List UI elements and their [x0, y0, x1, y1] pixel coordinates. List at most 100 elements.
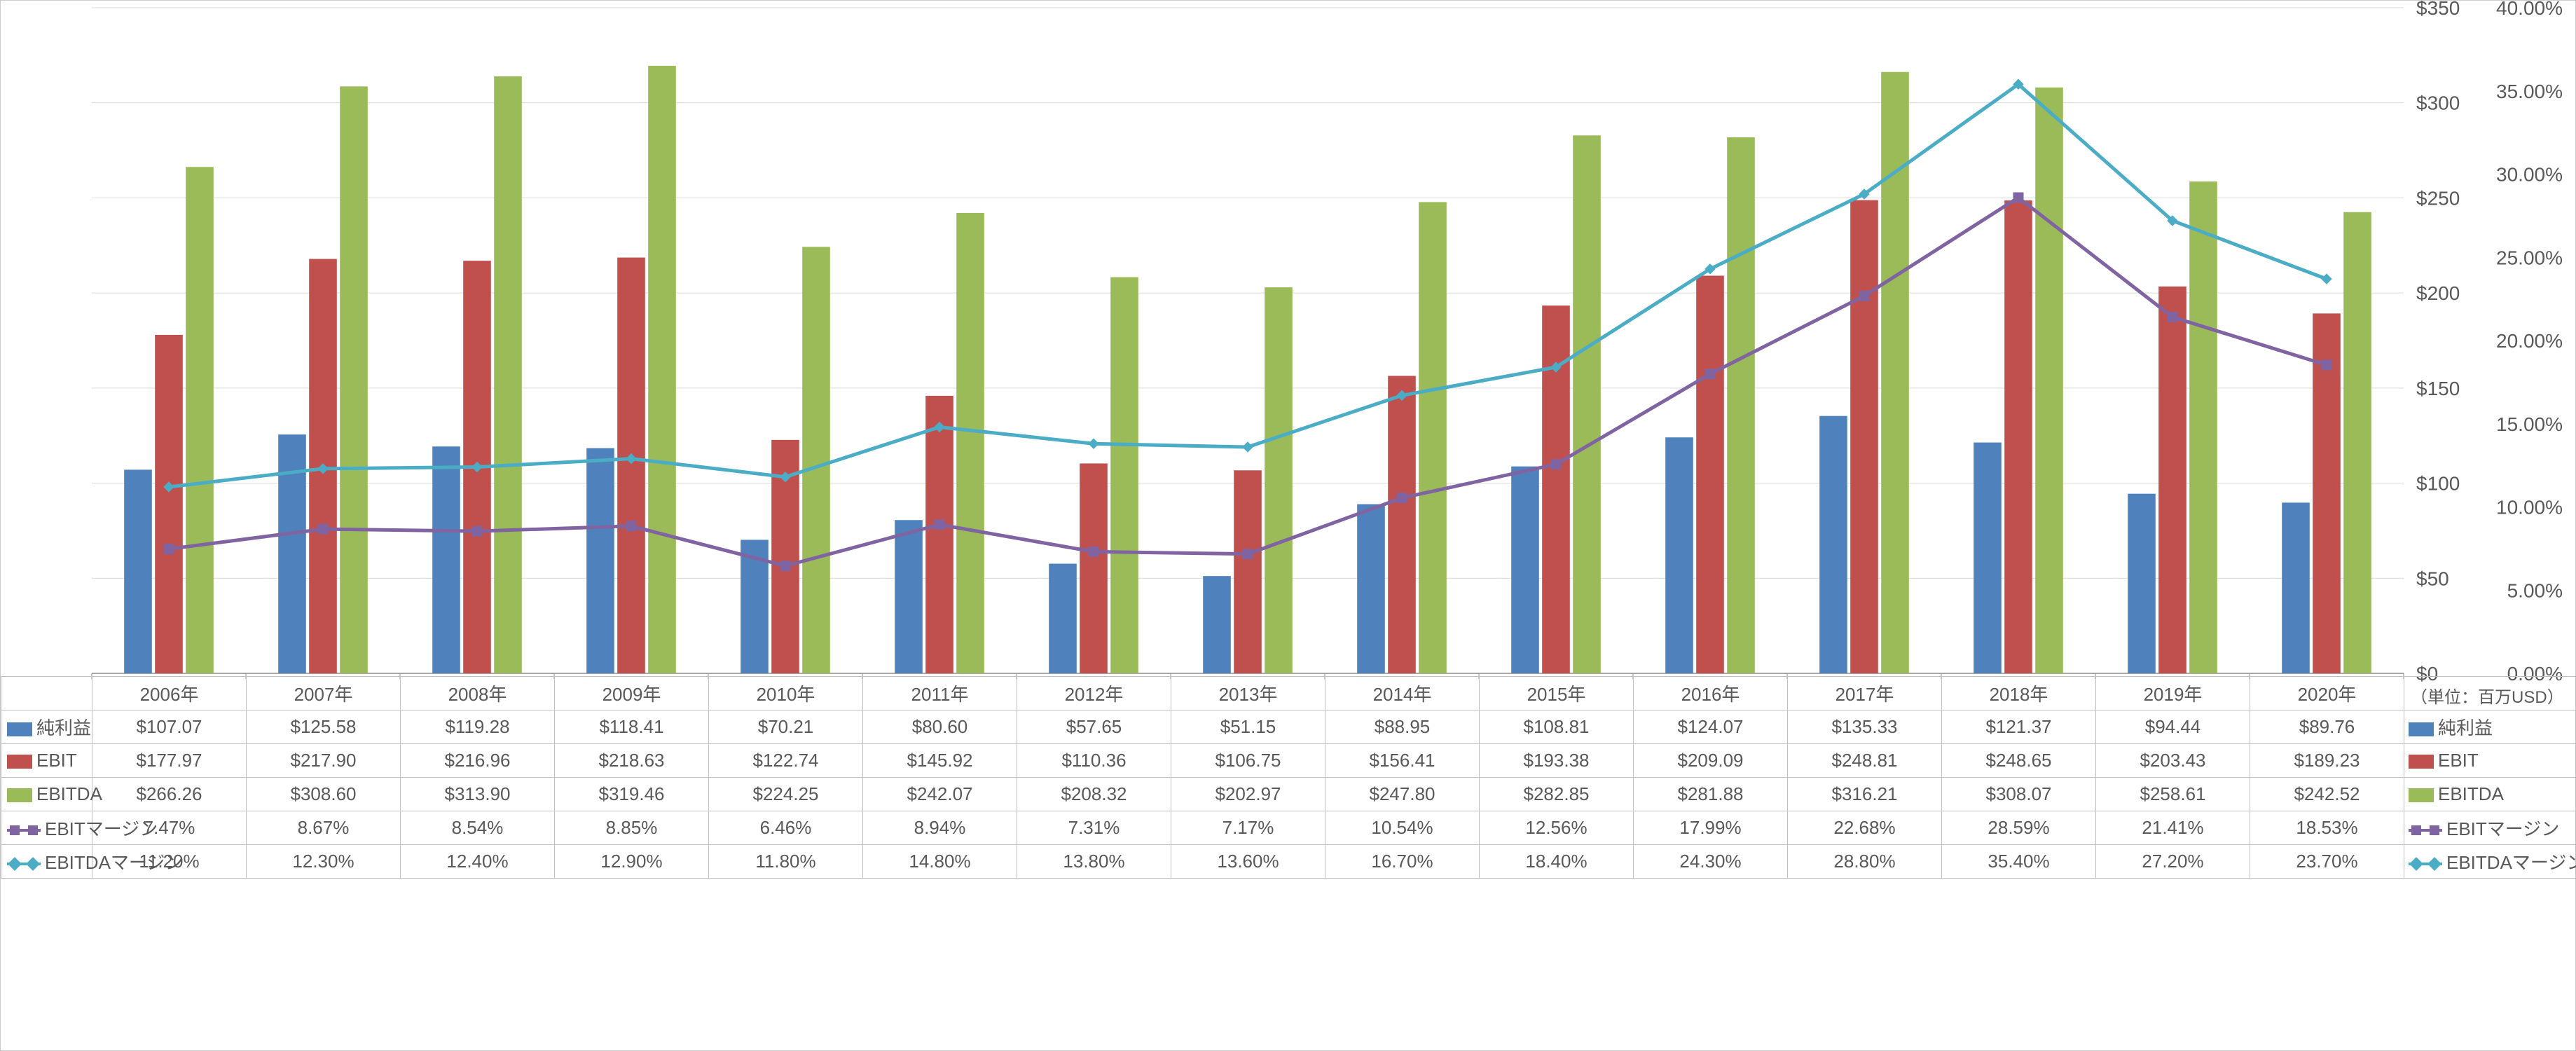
category-header: 2016年 [1634, 677, 1788, 710]
table-cell: $107.07 [92, 710, 247, 744]
bar [2343, 212, 2371, 673]
table-cell: 22.68% [1788, 811, 1942, 845]
bar [2282, 502, 2310, 673]
category-header: 2008年 [401, 677, 555, 710]
bar [1727, 137, 1755, 673]
table-cell: 35.40% [1942, 845, 2096, 879]
bar [1696, 275, 1724, 673]
marker-square [935, 520, 944, 530]
bar [1819, 416, 1847, 673]
category-header: 2019年 [2096, 677, 2250, 710]
svg-text:30.00%: 30.00% [2496, 164, 2563, 186]
data-table-area: 2006年2007年2008年2009年2010年2011年2012年2013年… [1, 676, 2575, 879]
row-header-label: EBITDA [36, 783, 102, 804]
row-header-label: EBIT [36, 750, 77, 771]
table-cell: $122.74 [709, 744, 863, 778]
table-cell: $135.33 [1788, 710, 1942, 744]
svg-text:$300: $300 [2416, 92, 2460, 114]
bar [1080, 463, 1108, 673]
table-cell: $203.43 [2096, 744, 2250, 778]
row-header-label: 純利益 [36, 717, 91, 739]
bar [124, 469, 152, 673]
bar [186, 167, 214, 673]
table-cell: $216.96 [401, 744, 555, 778]
table-cell: $218.63 [555, 744, 709, 778]
row-header: EBIT [1, 744, 92, 778]
bar [648, 66, 676, 673]
bar [1419, 202, 1447, 673]
marker-square [2013, 193, 2023, 202]
marker-square [1859, 291, 1869, 301]
table-cell: 14.80% [863, 845, 1017, 879]
bar [1850, 200, 1878, 673]
category-header: 2014年 [1325, 677, 1480, 710]
right-legend-cell: 純利益 [2404, 710, 2576, 744]
table-cell: 12.90% [555, 845, 709, 879]
marker-square [1397, 493, 1407, 503]
bar [2004, 200, 2032, 673]
marker-diamond [1243, 442, 1253, 452]
marker-diamond [1089, 439, 1098, 448]
line [169, 84, 2327, 487]
table-cell: 18.53% [2250, 811, 2404, 845]
row-header: EBITDAマージン [1, 845, 92, 879]
row-header-label: EBITマージン [45, 818, 158, 839]
table-cell: 28.80% [1788, 845, 1942, 879]
table-cell: $202.97 [1171, 778, 1325, 811]
marker-square [780, 561, 790, 571]
table-cell: $258.61 [2096, 778, 2250, 811]
table-cell: 23.70% [2250, 845, 2404, 879]
table-cell: $88.95 [1325, 710, 1480, 744]
table-cell: $208.32 [1017, 778, 1171, 811]
table-cell: 27.20% [2096, 845, 2250, 879]
category-header: 2020年 [2250, 677, 2404, 710]
table-cell: $106.75 [1171, 744, 1325, 778]
table-cell: 21.41% [2096, 811, 2250, 845]
table-cell: $308.07 [1942, 778, 2096, 811]
marker-square [1551, 460, 1561, 469]
bar [1203, 576, 1231, 673]
table-cell: $209.09 [1634, 744, 1788, 778]
table-cell: 18.40% [1480, 845, 1634, 879]
table-cell: 13.60% [1171, 845, 1325, 879]
svg-text:20.00%: 20.00% [2496, 330, 2563, 352]
svg-text:$100: $100 [2416, 473, 2460, 495]
table-cell: $266.26 [92, 778, 247, 811]
table-cell: $108.81 [1480, 710, 1634, 744]
table-cell: 11.80% [709, 845, 863, 879]
bar [586, 448, 614, 673]
table-cell: 8.85% [555, 811, 709, 845]
table-cell: $189.23 [2250, 744, 2404, 778]
marker-square [2168, 312, 2177, 322]
category-header: 2010年 [709, 677, 863, 710]
bar [925, 396, 953, 673]
bar [802, 247, 830, 673]
table-cell: $224.25 [709, 778, 863, 811]
table-cell: 10.54% [1325, 811, 1480, 845]
table-cell: $248.81 [1788, 744, 1942, 778]
table-cell: 6.46% [709, 811, 863, 845]
marker-square [1089, 547, 1098, 556]
table-cell: 12.30% [247, 845, 401, 879]
bar [1881, 72, 1909, 673]
table-cell: $316.21 [1788, 778, 1942, 811]
marker-diamond [2322, 274, 2332, 284]
category-header: 2017年 [1788, 677, 1942, 710]
bar [2189, 181, 2217, 673]
table-cell: $156.41 [1325, 744, 1480, 778]
right-legend-header [2404, 677, 2576, 710]
table-cell: $177.97 [92, 744, 247, 778]
bar [1110, 277, 1138, 673]
bar [2158, 287, 2186, 673]
bar [1357, 504, 1385, 673]
category-header: 2013年 [1171, 677, 1325, 710]
table-cell: $110.36 [1017, 744, 1171, 778]
marker-square [2322, 360, 2332, 370]
table-cell: 12.40% [401, 845, 555, 879]
marker-square [472, 526, 482, 536]
bar [895, 520, 923, 673]
right-legend-label: 純利益 [2438, 717, 2493, 739]
category-header: 2011年 [863, 677, 1017, 710]
data-table: 2006年2007年2008年2009年2010年2011年2012年2013年… [1, 676, 2576, 879]
table-cell: $248.65 [1942, 744, 2096, 778]
